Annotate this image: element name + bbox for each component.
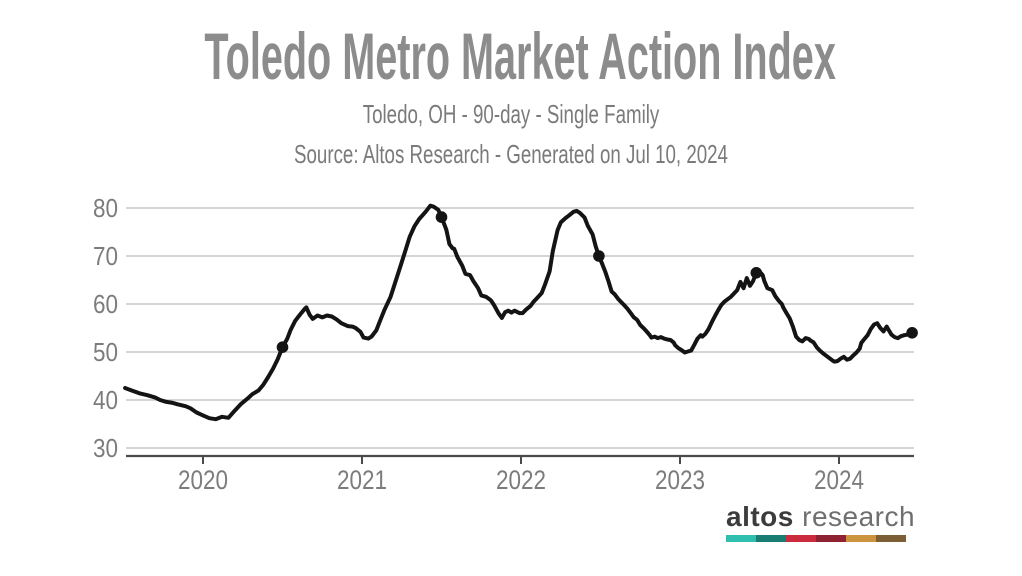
data-point-marker: [593, 250, 605, 262]
y-tick-label: 80: [93, 193, 118, 223]
page-title: Toledo Metro Market Action Index: [204, 19, 836, 93]
logo-bar-segment: [846, 535, 876, 542]
logo-color-bar: [726, 535, 906, 542]
y-tick-label: 50: [93, 337, 118, 367]
y-tick-label: 40: [93, 385, 118, 415]
x-tick-label: 2023: [655, 465, 705, 495]
logo-word-altos: altos: [726, 501, 794, 532]
data-point-marker: [750, 267, 763, 279]
x-tick-label: 2022: [496, 465, 546, 495]
data-point-marker: [435, 211, 448, 223]
mai-line-series: [123, 203, 915, 422]
altos-research-logo: altos research: [726, 501, 915, 542]
data-point-marker: [906, 327, 918, 339]
x-tick-label: 2024: [814, 465, 864, 495]
logo-bar-segment: [756, 535, 786, 542]
logo-wordmark: altos research: [726, 501, 915, 532]
data-point-marker: [276, 341, 289, 354]
logo-bar-segment: [816, 535, 846, 542]
y-tick-label: 60: [93, 289, 118, 319]
x-tick-label: 2020: [178, 465, 228, 495]
source-line: Source: Altos Research - Generated on Ju…: [294, 139, 728, 169]
logo-bar-segment: [726, 535, 756, 542]
logo-bar-segment: [876, 535, 906, 542]
chart-subtitle: Toledo, OH - 90-day - Single Family: [362, 99, 660, 129]
x-tick-label: 2021: [337, 465, 387, 495]
logo-bar-segment: [786, 535, 816, 542]
logo-word-research: research: [802, 501, 916, 532]
y-tick-label: 30: [93, 433, 118, 463]
y-tick-label: 70: [93, 241, 118, 271]
